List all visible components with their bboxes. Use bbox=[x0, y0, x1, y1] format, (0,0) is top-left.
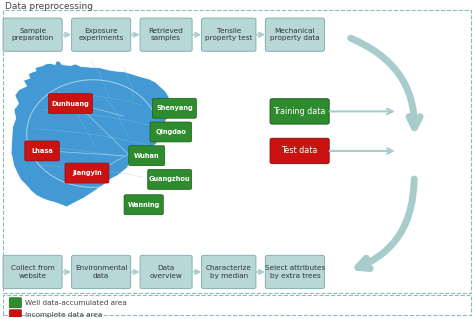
FancyBboxPatch shape bbox=[129, 146, 164, 166]
FancyBboxPatch shape bbox=[3, 18, 62, 51]
Text: Select attributes
by extra trees: Select attributes by extra trees bbox=[265, 265, 325, 279]
Text: Exposure
experiments: Exposure experiments bbox=[78, 28, 124, 41]
Text: Collect from
website: Collect from website bbox=[11, 265, 55, 279]
FancyBboxPatch shape bbox=[201, 255, 256, 289]
Text: Wanning: Wanning bbox=[128, 202, 160, 208]
Text: Data
overview: Data overview bbox=[150, 265, 182, 279]
FancyBboxPatch shape bbox=[72, 255, 131, 289]
Text: Guangzhou: Guangzhou bbox=[149, 176, 191, 182]
FancyBboxPatch shape bbox=[270, 99, 329, 124]
FancyBboxPatch shape bbox=[153, 98, 196, 118]
FancyBboxPatch shape bbox=[140, 255, 192, 289]
Text: Qingdao: Qingdao bbox=[155, 129, 186, 135]
Text: Shenyang: Shenyang bbox=[156, 105, 193, 111]
Text: Dunhuang: Dunhuang bbox=[52, 100, 89, 107]
Text: Test data: Test data bbox=[282, 146, 318, 155]
FancyBboxPatch shape bbox=[9, 310, 21, 319]
FancyBboxPatch shape bbox=[265, 255, 324, 289]
FancyBboxPatch shape bbox=[3, 255, 62, 289]
FancyBboxPatch shape bbox=[65, 163, 109, 183]
FancyBboxPatch shape bbox=[270, 138, 329, 164]
Text: Training data: Training data bbox=[273, 107, 326, 116]
FancyBboxPatch shape bbox=[25, 141, 59, 161]
FancyBboxPatch shape bbox=[265, 18, 324, 51]
FancyBboxPatch shape bbox=[148, 169, 191, 189]
Text: Jiangyin: Jiangyin bbox=[72, 170, 102, 176]
Text: Lhasa: Lhasa bbox=[31, 148, 53, 154]
Text: Environmental
data: Environmental data bbox=[75, 265, 128, 279]
Text: Wuhan: Wuhan bbox=[134, 153, 160, 159]
FancyBboxPatch shape bbox=[140, 18, 192, 51]
Text: Retrieved
samples: Retrieved samples bbox=[149, 28, 183, 41]
Text: Sample
preparation: Sample preparation bbox=[11, 28, 54, 41]
Text: Well data-accumulated area: Well data-accumulated area bbox=[25, 300, 127, 306]
Polygon shape bbox=[11, 61, 173, 207]
FancyBboxPatch shape bbox=[48, 93, 92, 114]
Text: Characterize
by median: Characterize by median bbox=[206, 265, 252, 279]
FancyBboxPatch shape bbox=[150, 122, 191, 142]
FancyBboxPatch shape bbox=[72, 18, 131, 51]
FancyBboxPatch shape bbox=[124, 195, 163, 215]
Text: Mechanical
property data: Mechanical property data bbox=[270, 28, 319, 41]
Text: Incomplete data area: Incomplete data area bbox=[25, 312, 103, 318]
FancyBboxPatch shape bbox=[9, 298, 21, 308]
Text: Data preprocessing: Data preprocessing bbox=[5, 2, 93, 11]
FancyBboxPatch shape bbox=[201, 18, 256, 51]
Text: Tensile
property test: Tensile property test bbox=[205, 28, 253, 41]
